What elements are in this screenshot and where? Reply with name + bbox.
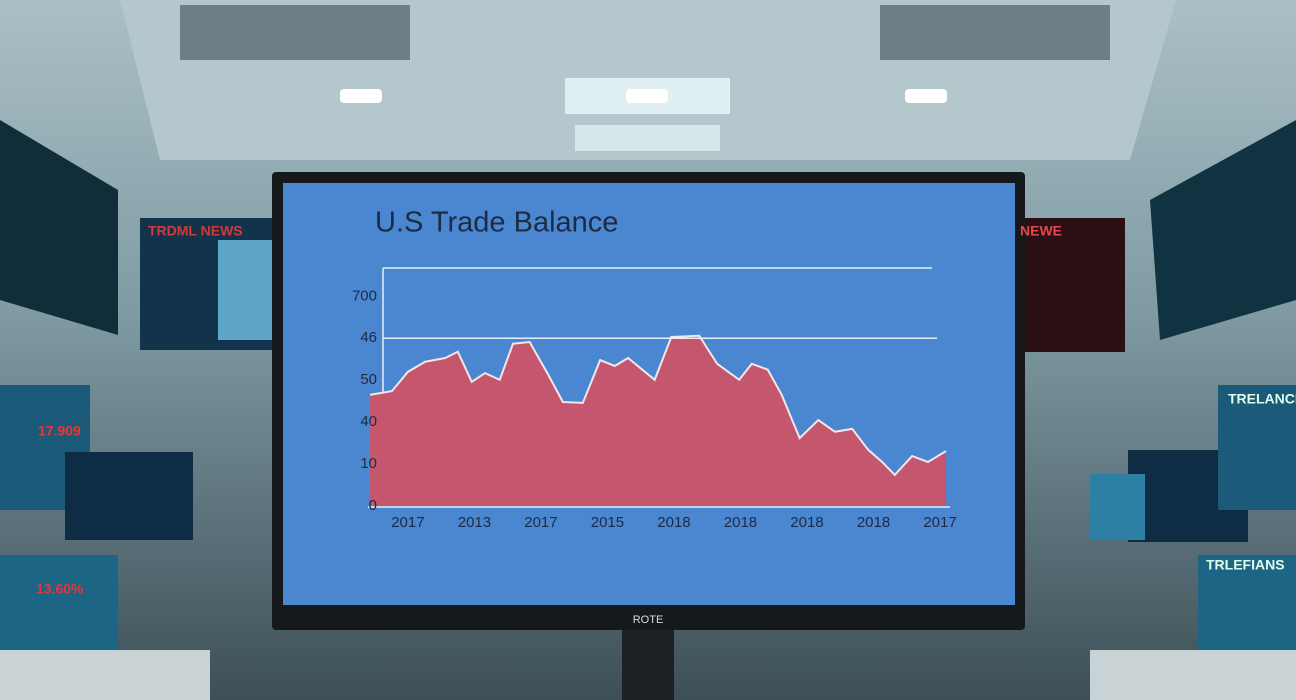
y-tick-label: 50 <box>360 371 377 388</box>
desk-monitor <box>65 452 193 540</box>
x-tick-label: 2017 <box>524 514 557 531</box>
background-label: TRELANCE FA <box>1228 391 1296 407</box>
x-tick-label: 2017 <box>391 514 424 531</box>
ceiling-vent <box>180 5 410 60</box>
y-tick-label: 10 <box>360 455 377 472</box>
x-tick-label: 2015 <box>591 514 624 531</box>
ceiling-panel <box>575 125 720 151</box>
ceiling-light <box>626 89 668 103</box>
x-tick-label: 2017 <box>923 514 956 531</box>
background-label: NEWE <box>1020 223 1062 239</box>
x-tick-label: 2018 <box>857 514 890 531</box>
monitor-brand: ROTE <box>633 614 664 626</box>
y-tick-label: 46 <box>360 329 377 346</box>
desk <box>1090 650 1296 700</box>
ceiling-vent <box>880 5 1110 60</box>
background-label: TRLEFIANS <box>1206 557 1285 573</box>
background-label: 13.60% <box>36 581 84 597</box>
y-tick-label: 700 <box>352 287 377 304</box>
wall-screen <box>1150 120 1296 340</box>
desk-monitor <box>1218 385 1296 510</box>
plot <box>369 334 947 506</box>
x-tick-label: 2018 <box>657 514 690 531</box>
x-tick-label: 2018 <box>790 514 823 531</box>
desk <box>0 650 210 700</box>
monitor-stand <box>622 625 674 700</box>
area <box>369 335 947 506</box>
desk-monitor <box>1090 474 1145 540</box>
x-tick-label: 2018 <box>724 514 757 531</box>
y-tick-label: 40 <box>360 413 377 430</box>
background-label: 17.909 <box>38 423 81 439</box>
ceiling-light <box>905 89 947 103</box>
x-tick-label: 2013 <box>458 514 491 531</box>
ceiling-light <box>340 89 382 103</box>
wall-screen <box>0 120 118 335</box>
background-label: TRDML NEWS <box>148 223 243 239</box>
chart-title: U.S Trade Balance <box>375 207 618 239</box>
y-tick-label: 0 <box>369 497 377 514</box>
area-outline <box>369 334 947 477</box>
